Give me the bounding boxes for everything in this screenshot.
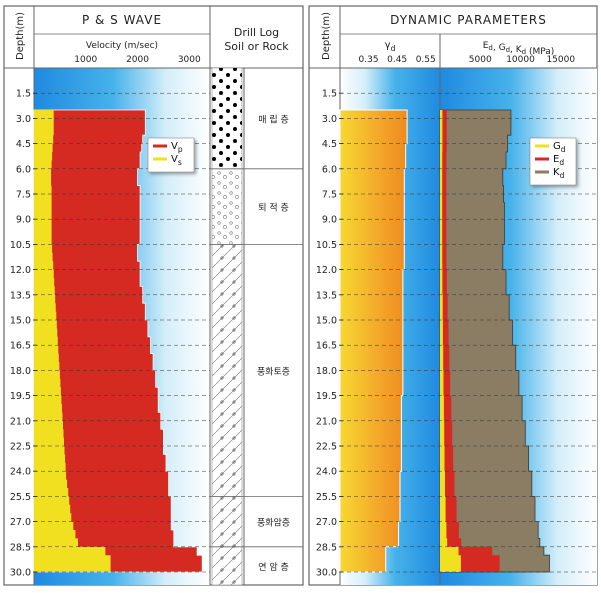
- left-depth-tick: 12.0: [10, 265, 31, 276]
- right-depth-tick: 27.0: [316, 517, 337, 528]
- velocity-tick-label: 1000: [74, 55, 97, 65]
- vs-area: [34, 110, 111, 572]
- right-depth-tick: 16.5: [316, 341, 337, 352]
- poisson-area: [339, 109, 408, 573]
- soil-layer-label: 연 암 층: [258, 561, 289, 573]
- drill-log-pattern: [212, 168, 242, 245]
- modulus-tick-label: 10000: [506, 55, 535, 65]
- drill-log-pattern: [212, 496, 242, 547]
- right-depth-tick: 4.5: [322, 139, 337, 150]
- left-depth-tick: 22.5: [10, 442, 31, 453]
- drill-log-subtitle: Soil or Rock: [224, 40, 289, 53]
- modulus-tick-label: 15000: [546, 55, 575, 65]
- data-layer: [33, 67, 597, 586]
- right-depth-tick: 13.5: [316, 290, 337, 301]
- drill-log-title: Drill Log: [234, 26, 279, 39]
- soil-layer-label: 풍화암층: [257, 517, 290, 529]
- left-depth-tick: 24.0: [10, 467, 31, 478]
- poisson-tick-label: 0.55: [416, 55, 436, 65]
- left-depth-tick: 30.0: [10, 568, 31, 579]
- right-depth-tick: 9.0: [322, 215, 337, 226]
- left-depth-tick: 4.5: [16, 139, 31, 150]
- left-depth-tick: 15.0: [10, 316, 31, 327]
- right-depth-tick: 21.0: [316, 416, 337, 427]
- drill-log-pattern: [212, 68, 242, 169]
- right-depth-tick: 24.0: [316, 467, 337, 478]
- right-depth-tick: 30.0: [316, 568, 337, 579]
- left-depth-tick: 9.0: [16, 215, 31, 226]
- right-depth-tick: 22.5: [316, 442, 337, 453]
- legend-label: Gd: [553, 141, 566, 154]
- right-depth-tick: 3.0: [322, 114, 337, 125]
- vp-area: [33, 109, 203, 573]
- right-depth-tick: 12.0: [316, 265, 337, 276]
- left-depth-tick: 19.5: [10, 391, 31, 402]
- left-depth-tick: 28.5: [10, 542, 31, 553]
- modulus-axis-label: Ed, Gd, Kd (MPa): [483, 41, 555, 57]
- gd-area: [440, 110, 461, 572]
- modulus-tick-label: 5000: [469, 55, 492, 65]
- right-depth-tick: 18.0: [316, 366, 337, 377]
- poisson-tick-label: 0.45: [387, 55, 407, 65]
- left-depth-tick: 1.5: [16, 89, 31, 100]
- left-depth-tick: 21.0: [10, 416, 31, 427]
- right-depth-tick: 6.0: [322, 164, 337, 175]
- left-depth-tick: 27.0: [10, 517, 31, 528]
- right-chart-title: DYNAMIC PARAMETERS: [390, 13, 547, 27]
- drill-log-pattern: [212, 244, 242, 497]
- right-depth-tick: 25.5: [316, 492, 337, 503]
- velocity-tick-label: 2000: [126, 55, 149, 65]
- soil-layer-label: 퇴 적 층: [258, 202, 289, 214]
- left-depth-tick: 6.0: [16, 164, 31, 175]
- left-depth-tick: 3.0: [16, 114, 31, 125]
- legend-label: Vs: [171, 154, 182, 167]
- soil-layer-label: 매 립 층: [258, 114, 289, 125]
- left-depth-tick: 10.5: [10, 240, 31, 251]
- left-chart-title: P & S WAVE: [82, 13, 162, 27]
- right-depth-tick: 28.5: [316, 542, 337, 553]
- left-depth-header: Depth(m): [15, 12, 26, 60]
- poisson-tick-label: 0.35: [359, 55, 379, 65]
- right-depth-tick: 1.5: [322, 89, 337, 100]
- legend-label: Ed: [553, 154, 564, 167]
- velocity-axis-label: Velocity (m/sec): [86, 41, 158, 51]
- poisson-axis-label: γd: [385, 40, 396, 53]
- velocity-tick-label: 3000: [178, 55, 201, 65]
- velocity-legend-box: [147, 137, 195, 173]
- right-depth-tick: 19.5: [316, 391, 337, 402]
- right-depth-tick: 15.0: [316, 316, 337, 327]
- legend-label: Kd: [553, 167, 565, 180]
- left-depth-tick: 13.5: [10, 290, 31, 301]
- legend-label: Vp: [171, 141, 183, 154]
- right-depth-header: Depth(m): [321, 12, 332, 60]
- right-depth-tick: 10.5: [316, 240, 337, 251]
- right-depth-tick: 7.5: [322, 190, 337, 201]
- drill-log-pattern: [212, 546, 242, 585]
- left-depth-tick: 18.0: [10, 366, 31, 377]
- left-depth-tick: 16.5: [10, 341, 31, 352]
- left-depth-tick: 25.5: [10, 492, 31, 503]
- left-depth-tick: 7.5: [16, 190, 31, 201]
- soil-layer-label: 풍화토층: [257, 366, 290, 377]
